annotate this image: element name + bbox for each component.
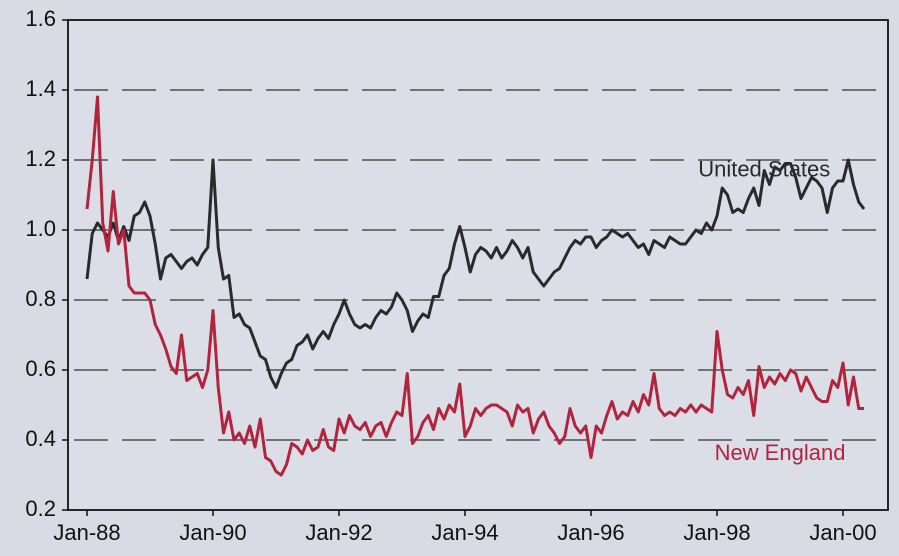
y-tick-label: 1.0 (25, 216, 56, 241)
plot-area (68, 20, 888, 510)
y-tick-label: 0.4 (25, 426, 56, 451)
x-tick-label: Jan-88 (53, 520, 120, 545)
series-line (85, 95, 864, 477)
series-line (85, 158, 866, 389)
y-tick-label: 1.4 (25, 76, 56, 101)
annotation: New England (715, 440, 846, 465)
x-tick-label: Jan-96 (557, 520, 624, 545)
x-tick-label: Jan-90 (179, 520, 246, 545)
annotation: United States (698, 156, 830, 181)
y-tick-label: 1.2 (25, 146, 56, 171)
x-tick-label: Jan-92 (305, 520, 372, 545)
y-tick-label: 0.2 (25, 496, 56, 521)
x-tick-label: Jan-94 (431, 520, 498, 545)
y-tick-label: 0.8 (25, 286, 56, 311)
y-tick-label: 0.6 (25, 356, 56, 381)
y-tick-label: 1.6 (25, 6, 56, 31)
x-tick-label: Jan-00 (809, 520, 876, 545)
plot-frame (67, 19, 889, 511)
x-tick-label: Jan-98 (683, 520, 750, 545)
